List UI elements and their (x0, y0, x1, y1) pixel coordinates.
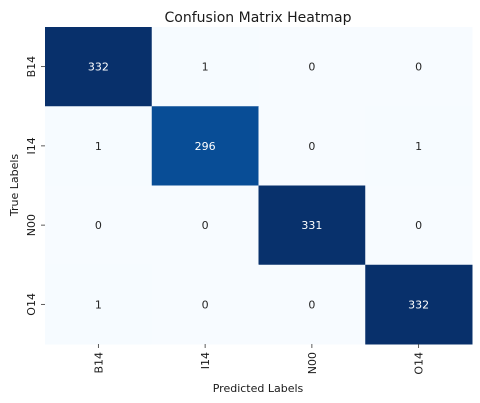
cell-value-N00-B14: 0 (95, 219, 102, 232)
cell-value-B14-N00: 0 (308, 61, 315, 74)
y-tick-label-I14: I14 (25, 137, 38, 154)
cell-value-B14-I14: 1 (202, 61, 209, 74)
cell-value-I14-O14: 1 (415, 140, 422, 153)
x-tick-label-I14: I14 (199, 352, 212, 369)
x-axis-ticks: B14 I14 N00 O14 (92, 344, 426, 375)
heatmap-cell-I14-B14 (45, 106, 153, 186)
y-tick-label-N00: N00 (25, 214, 38, 236)
heatmap-cell-O14-O14 (365, 264, 473, 345)
heatmap-cell-I14-O14 (365, 106, 473, 186)
chart-title: Confusion Matrix Heatmap (165, 10, 352, 26)
cell-value-B14-B14: 332 (88, 61, 109, 74)
heatmap-cell-B14-O14 (365, 27, 473, 107)
y-tick-label-O14: O14 (25, 293, 38, 316)
y-axis-label: True Labels (8, 154, 21, 218)
heatmap-cell-B14-N00 (258, 27, 366, 107)
cell-value-I14-I14: 296 (195, 140, 216, 153)
x-tick-label-N00: N00 (306, 352, 319, 374)
heatmap-cell-I14-N00 (258, 106, 366, 186)
cell-value-O14-I14: 0 (202, 298, 209, 311)
heatmap-cell-B14-I14 (151, 27, 259, 107)
heatmap-cell-I14-I14 (151, 106, 259, 186)
cell-value-O14-O14: 332 (408, 298, 429, 311)
heatmap-cell-O14-N00 (258, 264, 366, 345)
cell-value-O14-N00: 0 (308, 298, 315, 311)
x-tick-label-O14: O14 (413, 352, 426, 375)
heatmap-cell-labels: 332 1 0 0 1 296 0 1 0 0 331 0 1 0 0 332 (88, 61, 429, 312)
heatmap-cells (45, 27, 473, 345)
heatmap-cell-N00-O14 (365, 185, 473, 266)
heatmap-cell-B14-B14 (45, 27, 153, 107)
cell-value-I14-B14: 1 (95, 140, 102, 153)
heatmap-cell-O14-B14 (45, 264, 153, 345)
x-axis-label: Predicted Labels (213, 382, 304, 395)
cell-value-B14-O14: 0 (415, 61, 422, 74)
x-tick-label-B14: B14 (92, 352, 105, 374)
cell-value-O14-B14: 1 (95, 298, 102, 311)
cell-value-N00-N00: 331 (301, 219, 322, 232)
y-axis-ticks: B14 I14 N00 O14 (25, 56, 45, 316)
heatmap-cell-O14-I14 (151, 264, 259, 345)
heatmap-cell-N00-B14 (45, 185, 153, 266)
cell-value-N00-I14: 0 (202, 219, 209, 232)
heatmap-cell-N00-I14 (151, 185, 259, 266)
y-tick-label-B14: B14 (25, 56, 38, 78)
cell-value-N00-O14: 0 (415, 219, 422, 232)
cell-value-I14-N00: 0 (308, 140, 315, 153)
heatmap-cell-N00-N00 (258, 185, 366, 266)
